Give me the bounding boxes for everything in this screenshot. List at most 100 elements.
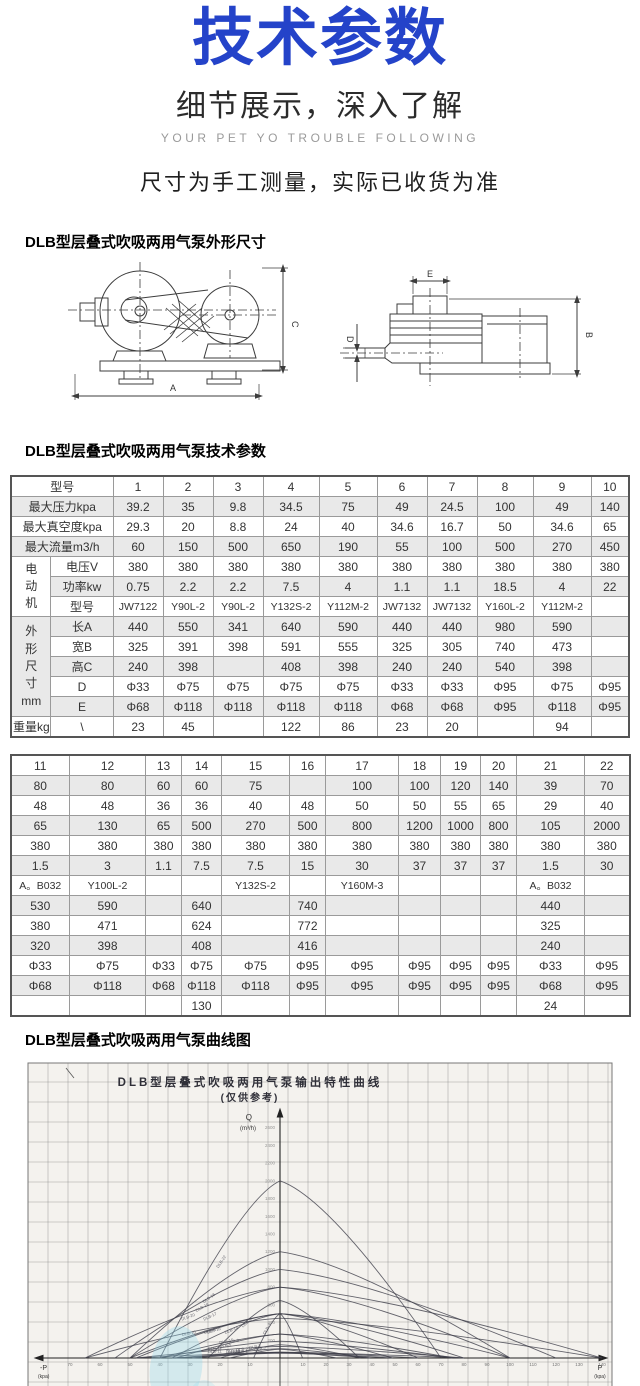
table-cell: Y100L-2 <box>69 875 146 897</box>
x-tick-label: 110 <box>529 1362 537 1367</box>
table-row: 高C 240 398 408 398 240 240 540 398 <box>11 656 630 678</box>
table-row: D Φ33 Φ75 Φ75 Φ75 Φ75 Φ33 Φ33 Φ95 Φ75 Φ95 <box>11 676 630 698</box>
table-cell: 7 <box>426 475 478 498</box>
table-cell: 29.3 <box>112 516 164 538</box>
table-cell: 60 <box>181 775 222 797</box>
table-cell: 65 <box>10 815 70 837</box>
table-cell: 40 <box>584 795 630 817</box>
table-cell: 380 <box>162 556 214 578</box>
table-cell: 86 <box>318 716 378 738</box>
row-label: E <box>50 696 114 718</box>
table-cell: 4 <box>262 475 320 498</box>
table-cell: 23 <box>376 716 428 738</box>
curve-label: DLB-5 <box>219 1342 232 1349</box>
table-cell: 380 <box>289 835 326 857</box>
performance-curve <box>207 1300 360 1359</box>
table-cell <box>181 875 222 897</box>
table-cell <box>145 915 182 937</box>
table-cell: Y90L-2 <box>162 596 214 618</box>
y-tick-label: 2000 <box>265 1178 276 1183</box>
table-cell: A。B032 <box>10 875 70 897</box>
performance-curve <box>192 1348 370 1359</box>
table-cell: 380 <box>480 835 517 857</box>
x-tick-label: 50 <box>127 1362 133 1367</box>
table-cell: Φ68 <box>112 696 164 718</box>
table-cell: 0.75 <box>112 576 164 598</box>
table-cell: 391 <box>162 636 214 658</box>
y-tick-label: 200 <box>267 1338 275 1343</box>
table-cell: Φ95 <box>398 975 441 997</box>
table-cell: 398 <box>318 656 378 678</box>
table-cell: JW7122 <box>112 596 164 618</box>
table-cell: 130 <box>181 995 222 1017</box>
dim-label-e: E <box>427 269 433 279</box>
row-group-label: 外 形 尺 寸 mm <box>10 616 52 718</box>
table-cell: 440 <box>426 616 478 638</box>
table-cell: 36 <box>145 795 182 817</box>
table-row: 重量kg \ 23 45 122 86 23 20 94 <box>10 716 630 738</box>
table-row: 380 471 624 772 325 <box>10 915 630 937</box>
table-cell: 150 <box>162 536 214 558</box>
scan-stain <box>192 1380 216 1386</box>
table-cell: 105 <box>516 815 585 837</box>
table-cell <box>590 656 630 678</box>
table-cell: 408 <box>181 935 222 957</box>
curve-label: DLB-13 <box>226 1348 241 1354</box>
y-tick-label: 2400 <box>265 1143 276 1148</box>
table-cell: 380 <box>112 556 164 578</box>
table-cell: Φ75 <box>181 955 222 977</box>
x-axis-negative-label: -P <box>40 1365 47 1372</box>
table-row: Φ33 Φ75 Φ33 Φ75 Φ75 Φ95 Φ95 Φ95 Φ95 Φ95 Φ33 Φ95 <box>10 955 630 977</box>
table-cell: 37 <box>480 855 517 877</box>
table-cell <box>325 915 399 937</box>
table-cell <box>440 875 481 897</box>
table-cell: Φ68 <box>516 975 585 997</box>
table-cell: 590 <box>532 616 592 638</box>
table-cell <box>325 895 399 917</box>
x-tick-label: 20 <box>217 1362 223 1367</box>
table-cell: 34.5 <box>262 496 320 518</box>
table-cell: 270 <box>221 815 290 837</box>
table-cell <box>440 895 481 917</box>
spec-table-models-1-10: 型号 1 2 3 4 5 6 7 8 9 10 最大压力kpa 39.2 35 9.8 34.5 75 49 24.… <box>0 475 640 739</box>
table-cell <box>584 895 630 917</box>
table-cell: 2.2 <box>162 576 214 598</box>
table-cell <box>221 895 290 917</box>
table-row: 宽B 325 391 398 591 555 325 305 740 473 <box>11 636 630 658</box>
table-cell: 37 <box>440 855 481 877</box>
table-row: 外 形 尺 寸 mm 长A 440 550 341 640 590 440 440 980 590 <box>10 616 630 718</box>
table-cell <box>440 935 481 957</box>
table-cell <box>440 995 481 1017</box>
table-cell: 320 <box>10 935 70 957</box>
table-cell: Φ95 <box>440 955 481 977</box>
row-label: 重量kg <box>10 716 52 738</box>
table-cell: 1.1 <box>145 855 182 877</box>
table-cell: Φ33 <box>112 676 164 698</box>
performance-curve <box>135 1313 465 1359</box>
curve-label: DLB-17 <box>202 1311 218 1322</box>
table-cell <box>590 596 630 618</box>
table-cell: 48 <box>10 795 70 817</box>
table-cell: 341 <box>212 616 264 638</box>
table-row: 11 12 13 14 15 16 17 18 19 20 21 22 <box>10 754 630 777</box>
table-cell <box>325 995 399 1017</box>
table-cell: 800 <box>480 815 517 837</box>
table-cell: 140 <box>590 496 630 518</box>
table-cell: 130 <box>69 815 146 837</box>
dim-label-d: D <box>345 336 355 343</box>
curve-label: DLB-3 <box>262 1322 273 1335</box>
x-tick-label: 140 <box>598 1362 606 1367</box>
table-cell: 49 <box>376 496 428 518</box>
x-tick-label: 50 <box>392 1362 398 1367</box>
performance-curve <box>129 1251 511 1359</box>
table-cell <box>289 775 326 797</box>
x-tick-label: 60 <box>97 1362 103 1367</box>
chart-subtitle: (仅供参考) <box>221 1091 280 1104</box>
table-cell: Φ118 <box>181 975 222 997</box>
y-tick-label: 1400 <box>265 1232 276 1237</box>
table-cell: 100 <box>398 775 441 797</box>
table-cell: Φ95 <box>584 975 630 997</box>
table-cell: 740 <box>476 636 534 658</box>
table-cell: 7.5 <box>221 855 290 877</box>
